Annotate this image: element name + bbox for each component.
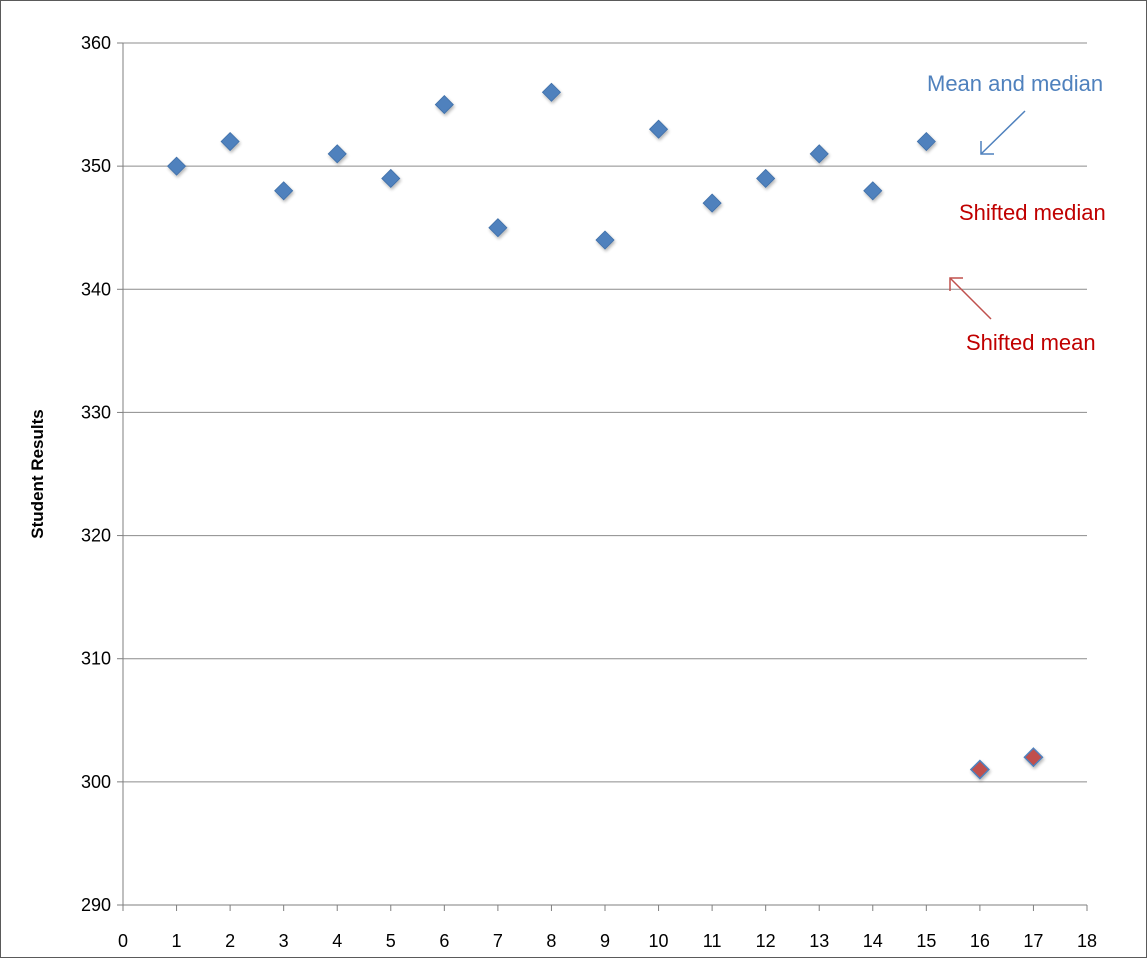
data-points bbox=[166, 82, 1044, 780]
axes bbox=[117, 42, 1088, 911]
data-point bbox=[916, 131, 936, 152]
x-tick-label: 11 bbox=[703, 931, 722, 951]
y-tick-label: 300 bbox=[81, 772, 111, 792]
y-tick-label: 330 bbox=[81, 402, 111, 422]
y-tick-label: 290 bbox=[81, 895, 111, 915]
annotation-arrow-shifted-mean bbox=[949, 277, 992, 320]
data-point bbox=[595, 230, 615, 250]
data-point bbox=[220, 131, 240, 152]
data-point bbox=[434, 95, 454, 115]
x-tick-label: 7 bbox=[493, 931, 503, 951]
annotation-shifted-median: Shifted median bbox=[959, 200, 1106, 225]
data-point bbox=[541, 82, 562, 102]
annotations: Mean and median Shifted median Shifted m… bbox=[927, 71, 1106, 355]
data-point bbox=[756, 168, 776, 189]
reference-lines bbox=[149, 162, 1007, 259]
x-tick-label: 15 bbox=[916, 931, 936, 951]
x-tick-label: 13 bbox=[809, 931, 829, 951]
y-tick-label: 350 bbox=[81, 156, 111, 176]
data-point bbox=[702, 193, 722, 213]
annotation-arrowhead-mean-and-median bbox=[980, 141, 994, 155]
y-axis-title: Student Results bbox=[28, 409, 47, 538]
x-tick-label: 0 bbox=[118, 931, 128, 951]
annotation-arrow-mean-and-median bbox=[980, 110, 1026, 155]
x-tick-label: 6 bbox=[439, 931, 449, 951]
y-tick-label: 340 bbox=[81, 279, 111, 299]
x-tick-label: 4 bbox=[332, 931, 342, 951]
data-point bbox=[488, 218, 508, 238]
x-tick-label: 1 bbox=[172, 931, 182, 951]
gridlines bbox=[123, 42, 1087, 906]
x-tick-label: 5 bbox=[386, 931, 396, 951]
x-tick-label: 17 bbox=[1023, 931, 1043, 951]
annotation-shifted-mean: Shifted mean bbox=[966, 330, 1096, 355]
data-point bbox=[1023, 747, 1044, 768]
data-point bbox=[648, 119, 669, 139]
x-tick-label: 12 bbox=[756, 931, 776, 951]
x-tick-label: 8 bbox=[546, 931, 556, 951]
data-point bbox=[274, 181, 294, 201]
x-tick-label: 10 bbox=[649, 931, 669, 951]
x-tick-label: 16 bbox=[970, 931, 990, 951]
data-point bbox=[166, 156, 187, 176]
data-point bbox=[863, 181, 883, 201]
y-tick-label: 310 bbox=[81, 649, 111, 669]
x-tick-label: 18 bbox=[1077, 931, 1097, 951]
y-tick-label: 320 bbox=[81, 526, 111, 546]
annotation-mean-and-median: Mean and median bbox=[927, 71, 1103, 96]
annotation-arrowhead-shifted-mean bbox=[949, 277, 963, 291]
x-tick-label: 14 bbox=[863, 931, 883, 951]
x-tick-label: 9 bbox=[600, 931, 610, 951]
x-tick-label: 2 bbox=[225, 931, 235, 951]
x-tick-label: 3 bbox=[279, 931, 289, 951]
data-point bbox=[969, 759, 990, 780]
data-point bbox=[809, 144, 829, 164]
data-point bbox=[327, 144, 347, 164]
data-point bbox=[381, 168, 401, 189]
y-tick-label: 360 bbox=[81, 33, 111, 53]
